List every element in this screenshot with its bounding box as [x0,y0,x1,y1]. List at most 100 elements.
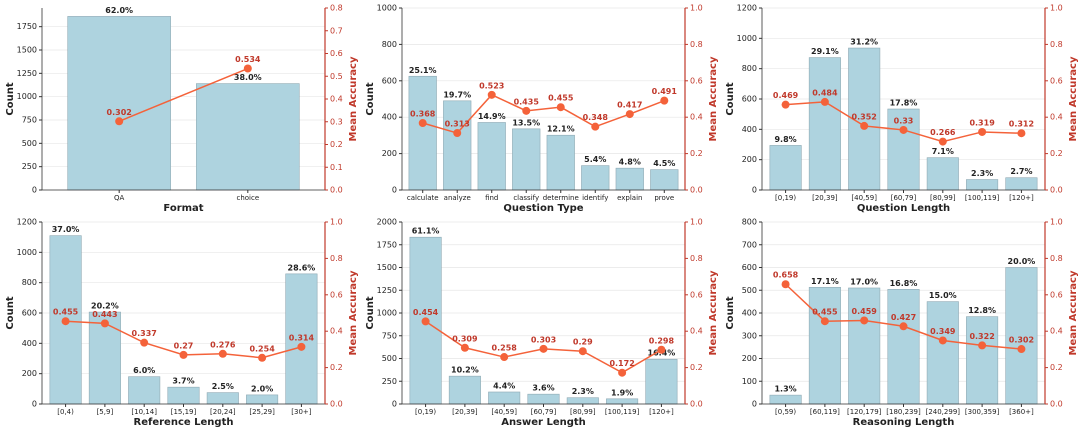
accuracy-line [118,67,249,122]
accuracy-line [422,93,665,134]
accuracy-label: 0.523 [479,81,504,90]
accuracy-label: 0.469 [773,91,799,100]
y2-tick-label: 0.8 [1050,40,1063,49]
y-tick-label: 500 [742,286,757,295]
y2-tick-label: 1.0 [330,218,343,227]
bar [650,169,679,191]
x-tick-label: [100,119] [605,408,640,416]
bar [615,167,644,191]
accuracy-point [820,97,829,106]
y-tick-label: 1000 [377,4,397,13]
y2-tick-label: 0.8 [690,254,703,263]
y-tick-label: 250 [22,162,37,171]
bar [527,393,560,405]
accuracy-label: 0.172 [609,359,634,368]
bar [606,398,639,405]
bar [67,16,171,191]
accuracy-point [978,127,987,136]
y2-tick-label: 0.0 [330,186,343,195]
x-tick-label: [360+] [1009,408,1034,416]
y2-tick-label: 0.2 [1050,149,1063,158]
y2-tick-label: 0.6 [1050,76,1063,85]
y-tick-label: 1750 [377,240,397,249]
y-axis-label: Count [365,82,376,115]
y-tick-label: 0 [32,186,37,195]
accuracy-point [938,137,947,146]
y-tick-label: 400 [22,339,37,348]
bar [488,391,521,405]
bar [887,108,920,191]
y-tick-label: 0 [752,186,757,195]
bar [1005,267,1038,405]
y-tick-label: 1000 [737,34,757,43]
accuracy-label: 0.313 [445,120,470,129]
x-tick-label: calculate [407,194,439,202]
x-tick-label: [15,19] [171,408,197,416]
y-tick-label: 1200 [737,4,757,13]
bar [167,386,200,405]
accuracy-label: 0.443 [92,310,117,319]
x-tick-label: [240,299] [926,408,961,416]
accuracy-label: 0.491 [652,87,678,96]
x-tick-label: prove [654,194,674,202]
accuracy-label: 0.417 [617,101,642,110]
accuracy-point [1017,129,1026,138]
bar-label: 2.7% [1010,167,1032,176]
y2-tick-label: 0.6 [690,76,703,85]
y-tick-label: 800 [742,64,757,73]
y2-tick-label: 0.6 [690,290,703,299]
y-tick-label: 400 [742,125,757,134]
x-tick-label: classify [513,194,539,202]
accuracy-point [657,345,666,354]
y2-tick-label: 0.8 [330,254,343,263]
y2-tick-label: 1.0 [1050,218,1063,227]
y2-tick-label: 0.1 [330,163,343,172]
y2-tick-label: 0.0 [690,400,703,409]
accuracy-label: 0.302 [107,108,132,117]
accuracy-label: 0.312 [1009,120,1034,129]
bar-label: 28.6% [288,263,316,272]
x-tick-label: [100,119] [965,194,1000,202]
bar-label: 7.1% [932,147,954,156]
y-tick-label: 100 [742,377,757,386]
y2-tick-label: 0.2 [690,363,703,372]
bar-label: 9.8% [774,135,796,144]
y2-axis-label: Mean Accuracy [348,56,359,141]
bar [926,301,959,405]
x-tick-label: [5,9] [97,408,114,416]
bar [285,273,318,405]
x-tick-label: [0,59) [775,408,796,416]
bar [966,179,999,191]
bar-label: 14.9% [478,112,506,121]
y-tick-label: 1500 [377,263,397,272]
bar-label: 37.0% [52,225,80,234]
bar-label: 31.2% [850,38,878,47]
accuracy-point [297,342,306,351]
accuracy-point [860,121,869,130]
y-axis-label: Count [725,82,736,115]
x-tick-label: [20,24] [210,408,236,416]
y-tick-label: 0 [392,186,397,195]
y2-tick-label: 0.4 [1050,327,1063,336]
y2-tick-label: 0.4 [690,327,703,336]
accuracy-label: 0.368 [410,110,436,119]
bar-label: 20.0% [1008,257,1036,266]
accuracy-label: 0.29 [573,338,593,347]
accuracy-point [500,353,509,362]
bar [581,165,610,191]
y-tick-label: 600 [742,95,757,104]
x-tick-label: [0,19) [775,194,796,202]
accuracy-point [487,90,496,99]
accuracy-point [140,338,149,347]
y-tick-label: 750 [382,331,397,340]
accuracy-label: 0.455 [548,94,574,103]
accuracy-label: 0.276 [210,340,236,349]
y-axis-label: Count [5,82,16,115]
y2-tick-label: 0.5 [330,72,343,81]
accuracy-label: 0.348 [583,113,609,122]
y2-tick-label: 0.6 [330,49,343,58]
accuracy-point [243,64,252,73]
y2-axis-label: Mean Accuracy [708,270,719,355]
accuracy-point [978,341,987,350]
bar [448,375,481,405]
